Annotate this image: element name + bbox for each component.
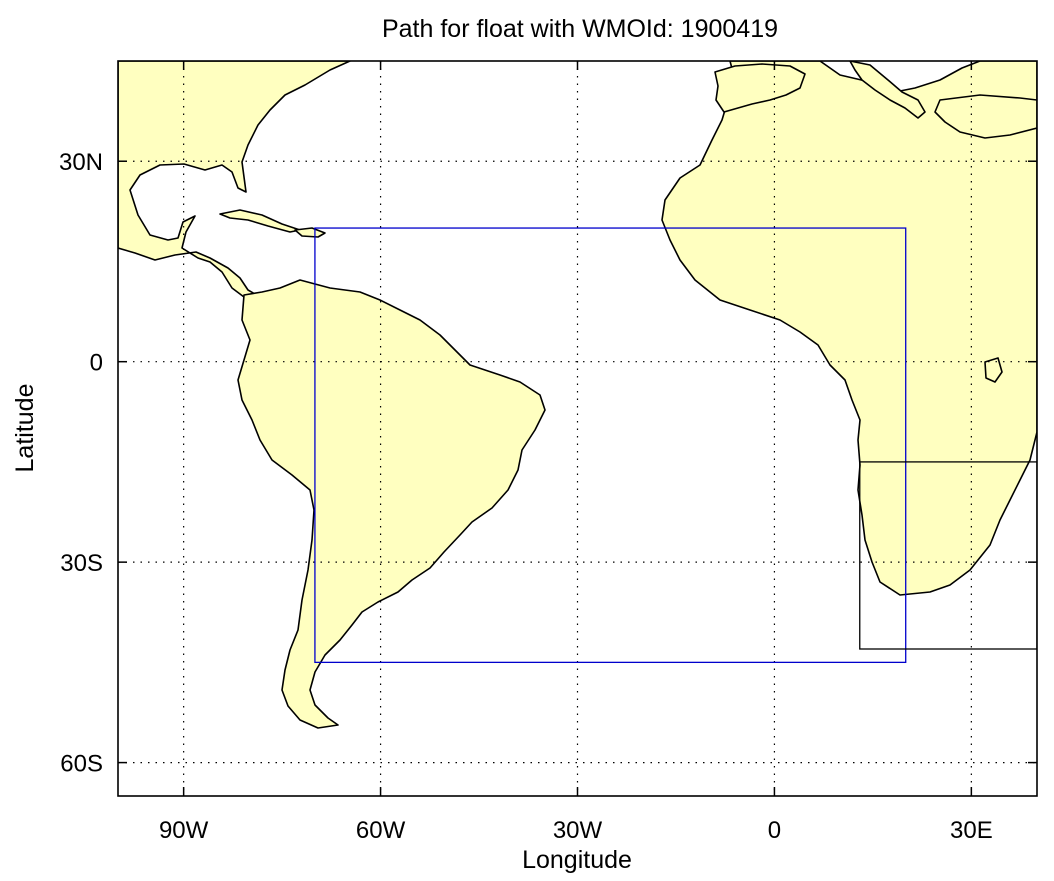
secondary-region-box [859, 461, 1037, 650]
x-tick-label: 60W [356, 817, 406, 844]
italy-balkans-landmass [849, 61, 926, 119]
gridlines [118, 61, 1037, 796]
float-region-box [314, 227, 907, 664]
y-axis-label: Latitude [11, 384, 39, 473]
madagascar-landmass [984, 357, 1003, 383]
x-tick-label: 0 [768, 817, 781, 844]
hispaniola-landmass [294, 227, 326, 238]
x-tick-label: 30W [553, 817, 603, 844]
chart-title: Path for float with WMOId: 1900419 [382, 15, 778, 43]
x-tick-label: 90W [159, 817, 209, 844]
x-axis-label: Longitude [522, 846, 632, 874]
y-tick-label: 30N [59, 149, 103, 176]
north-america-landmass [118, 61, 351, 309]
y-tick-label: 60S [60, 751, 103, 778]
iberia-landmass [714, 63, 806, 113]
anatolia-landmass [934, 94, 1037, 139]
y-tick-label: 0 [90, 350, 103, 377]
x-tick-label: 30E [950, 817, 993, 844]
region-boxes [314, 227, 1037, 664]
y-tick-label: 30S [60, 550, 103, 577]
axis-ticks: 90W 60W 30W 0 30E 30N 0 30S 60S [59, 61, 1037, 844]
